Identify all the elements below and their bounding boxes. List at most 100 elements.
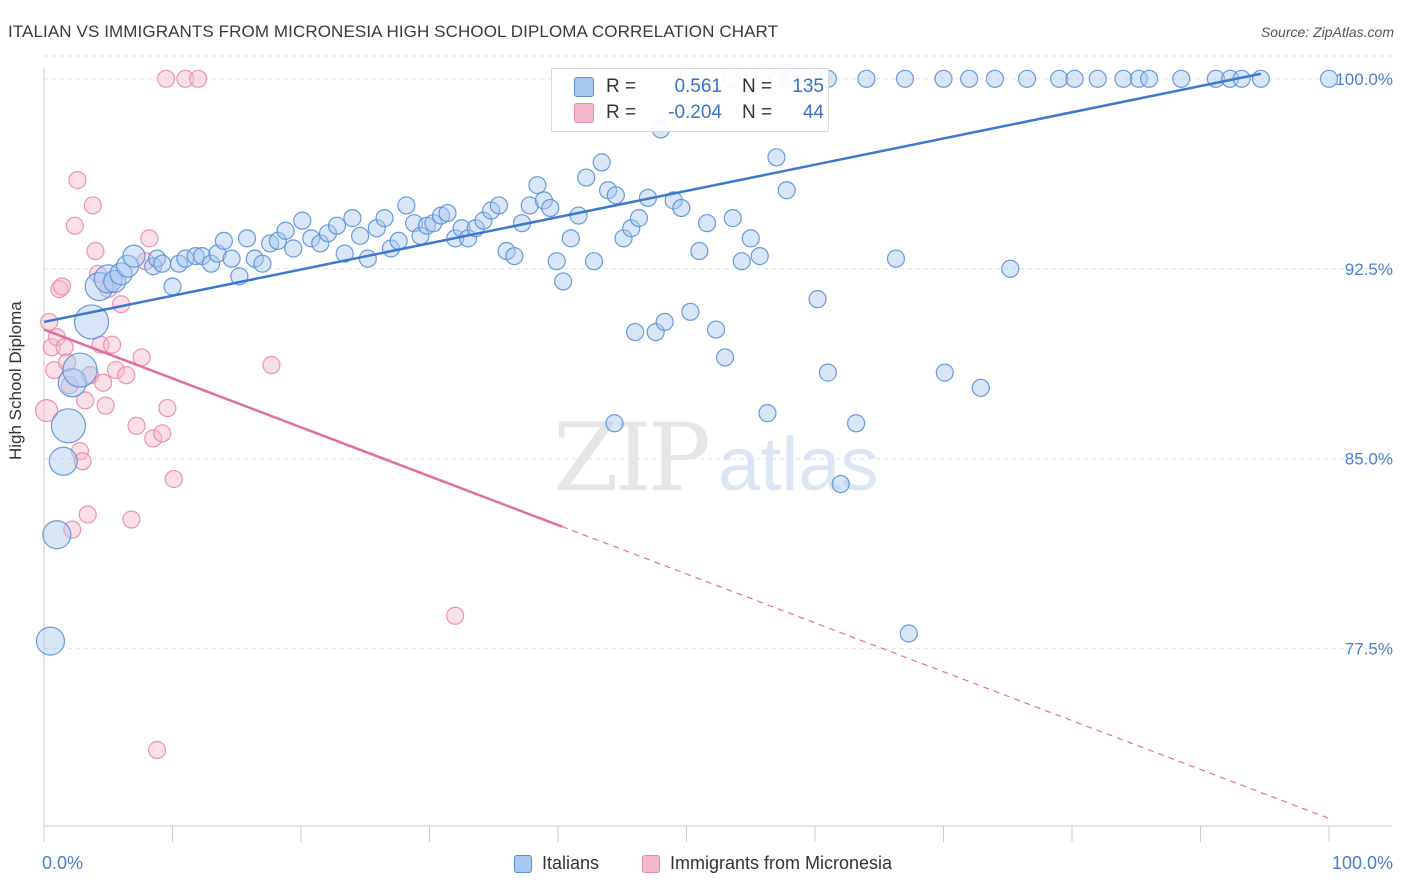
stats-n-label: N = bbox=[742, 102, 773, 123]
tick-labels: 77.5% 85.0% 92.5% 100.0% 0.0% 100.0% bbox=[42, 70, 1393, 873]
micronesia-point bbox=[86, 241, 105, 261]
italians-point bbox=[62, 352, 98, 388]
italians-point bbox=[960, 69, 979, 88]
italians-point bbox=[622, 219, 641, 238]
italians-point bbox=[541, 198, 560, 218]
italians-point bbox=[1319, 69, 1339, 88]
italians-point bbox=[681, 302, 700, 321]
legend-label-micronesia: Immigrants from Micronesia bbox=[670, 853, 893, 873]
micronesia-point bbox=[147, 740, 167, 760]
italians-point bbox=[672, 198, 691, 218]
italians-point bbox=[554, 272, 573, 291]
stats-row-italians: R = 0.561 N = 135 bbox=[574, 75, 824, 99]
x-tick-label: 0.0% bbox=[42, 853, 83, 873]
italians-point bbox=[474, 211, 493, 230]
legend: Italians Immigrants from Micronesia bbox=[0, 850, 1406, 880]
italians-point bbox=[50, 408, 87, 444]
italians-point bbox=[629, 209, 649, 228]
italians-point bbox=[971, 378, 990, 397]
watermark-atlas: atlas bbox=[718, 422, 879, 507]
italians-point bbox=[886, 249, 906, 268]
stats-box: R = 0.561 N = 135 R = -0.204 N = 44 bbox=[551, 68, 829, 132]
italians-point bbox=[592, 153, 611, 172]
y-axis-title: High School Diploma bbox=[6, 301, 25, 460]
italians-point bbox=[767, 148, 786, 167]
italians-point bbox=[534, 191, 553, 210]
italians-point bbox=[606, 186, 625, 205]
micronesia-point bbox=[73, 452, 92, 471]
micronesia-point bbox=[96, 396, 115, 415]
micronesia-point bbox=[42, 338, 61, 357]
italians-point bbox=[818, 363, 837, 382]
italians-point bbox=[985, 69, 1005, 88]
watermark-zip: ZIP bbox=[553, 404, 707, 513]
italians-point bbox=[42, 520, 72, 550]
italians-point bbox=[732, 252, 751, 271]
italians-trend-line bbox=[43, 72, 1262, 324]
italians-point bbox=[935, 363, 954, 382]
italians-point bbox=[1129, 69, 1148, 88]
italians-point bbox=[934, 69, 953, 88]
italians-point bbox=[715, 348, 735, 367]
italians-point bbox=[351, 226, 370, 245]
italians-point bbox=[489, 196, 508, 215]
italians-point bbox=[1088, 69, 1107, 88]
italians-point bbox=[655, 312, 674, 332]
italians-point bbox=[1114, 69, 1133, 88]
italians-point bbox=[214, 231, 233, 251]
italians-point bbox=[186, 246, 205, 266]
micronesia-point bbox=[65, 216, 84, 235]
italians-point bbox=[163, 277, 182, 296]
italians-point bbox=[147, 249, 167, 268]
italians-point bbox=[57, 368, 87, 398]
italians-point bbox=[103, 269, 127, 294]
italians-point bbox=[222, 249, 241, 268]
italians-point bbox=[335, 244, 354, 263]
italians-point bbox=[84, 271, 114, 302]
stats-r-label: R = bbox=[606, 76, 637, 97]
stats-r-value: -0.204 bbox=[668, 102, 722, 123]
micronesia-point bbox=[76, 391, 95, 410]
micronesia-point bbox=[122, 510, 141, 529]
italians-point bbox=[520, 196, 539, 215]
micronesia-point bbox=[156, 69, 176, 88]
italians-point bbox=[93, 264, 123, 294]
stats-r-value: 0.561 bbox=[674, 76, 722, 97]
italians-point bbox=[438, 203, 457, 223]
italians-point bbox=[237, 229, 257, 248]
micronesia-point bbox=[52, 277, 72, 296]
legend-swatch-micronesia bbox=[642, 854, 660, 873]
italians-point bbox=[327, 216, 347, 235]
italians-point bbox=[268, 231, 287, 251]
micronesia-points bbox=[34, 69, 465, 760]
stats-swatch-italians bbox=[574, 77, 594, 97]
italians-point bbox=[831, 474, 850, 494]
italians-point bbox=[741, 229, 760, 248]
legend-label-italians: Italians bbox=[542, 853, 600, 873]
trend-lines bbox=[43, 72, 1330, 819]
stats-n-value: 44 bbox=[802, 102, 824, 123]
micronesia-point bbox=[262, 355, 281, 375]
micronesia-point bbox=[68, 171, 87, 190]
italians-point bbox=[547, 252, 566, 271]
y-tick-label: 77.5% bbox=[1345, 640, 1393, 659]
stats-swatch-micronesia bbox=[574, 103, 594, 123]
italians-point bbox=[577, 168, 596, 187]
stats-n-value: 135 bbox=[792, 76, 824, 97]
italians-point bbox=[706, 320, 726, 339]
y-tick-label: 85.0% bbox=[1345, 450, 1393, 469]
micronesia-point bbox=[446, 606, 465, 625]
italians-point bbox=[505, 246, 524, 266]
stats-r-label: R = bbox=[606, 102, 637, 123]
italians-points bbox=[35, 69, 1339, 656]
italians-point bbox=[857, 69, 876, 88]
micronesia-trend-extension bbox=[561, 525, 1330, 819]
italians-point bbox=[1017, 69, 1037, 88]
micronesia-point bbox=[34, 399, 59, 423]
italians-point bbox=[584, 252, 604, 271]
italians-point bbox=[569, 206, 588, 225]
micronesia-point bbox=[127, 416, 146, 435]
italians-point bbox=[109, 262, 133, 286]
micronesia-point bbox=[164, 469, 183, 489]
